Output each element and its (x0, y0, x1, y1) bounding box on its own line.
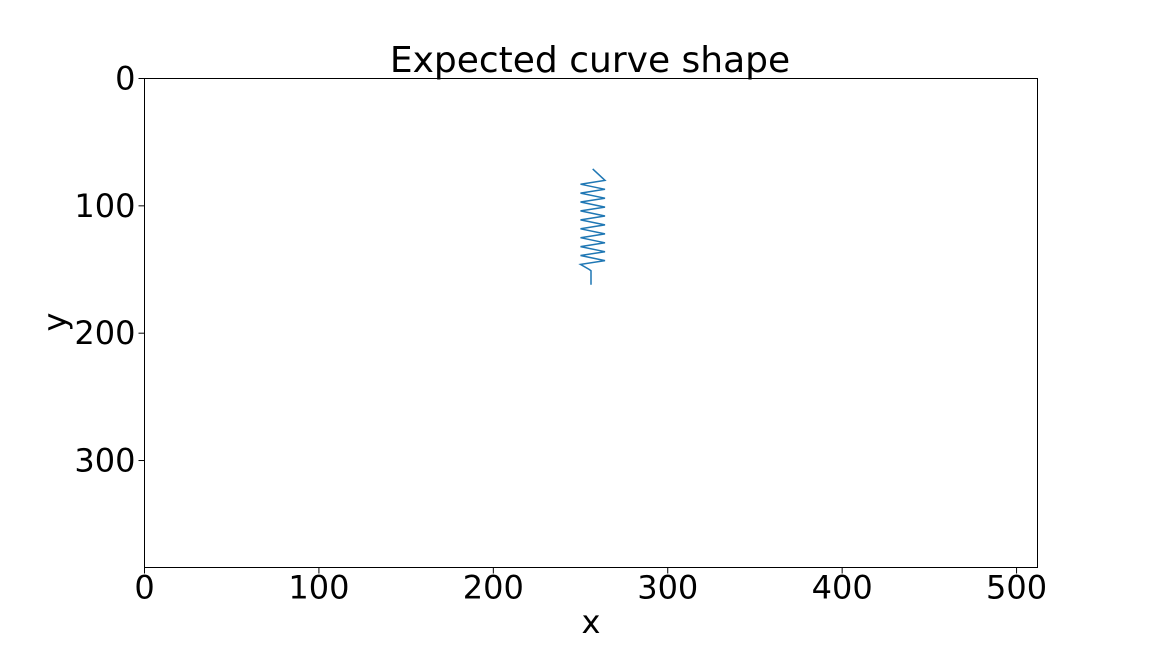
x-axis: 0 100 200 300 400 500 (134, 567, 1047, 607)
chart-title: Expected curve shape (390, 40, 790, 81)
y-axis-label: y (36, 313, 74, 332)
x-tick-label: 0 (134, 569, 154, 607)
x-tick-label: 500 (986, 569, 1047, 607)
y-tick-label: 300 (74, 442, 135, 480)
y-axis: 0 100 200 300 (74, 60, 145, 480)
x-tick-label: 400 (812, 569, 873, 607)
series-line (578, 168, 607, 285)
y-tick-label: 0 (115, 60, 135, 98)
x-tick-label: 100 (288, 569, 349, 607)
x-tick-label: 300 (637, 569, 698, 607)
y-tick-label: 200 (74, 314, 135, 352)
plot-area (578, 168, 607, 285)
x-axis-label: x (582, 603, 601, 641)
x-tick-label: 200 (463, 569, 524, 607)
plot-frame (144, 78, 1038, 568)
y-tick-label: 100 (74, 187, 135, 225)
